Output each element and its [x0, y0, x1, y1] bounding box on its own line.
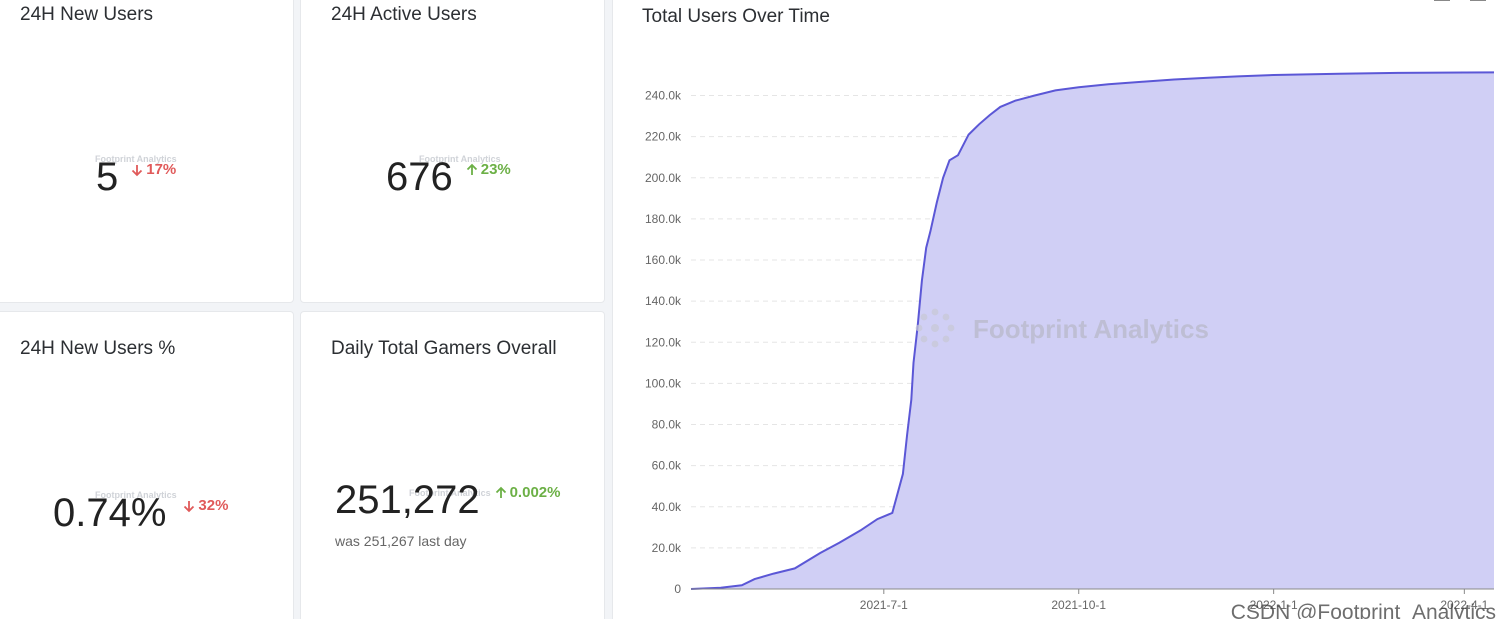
- card-title: 24H New Users %: [20, 338, 176, 359]
- metric-value: 676: [386, 155, 453, 199]
- y-tick-label: 200.0k: [645, 171, 682, 185]
- expand-icon[interactable]: [1470, 0, 1486, 1]
- change-badge: 17%: [130, 161, 176, 178]
- change-value: 0.002%: [509, 484, 561, 501]
- footprint-logo-icon: [915, 308, 955, 348]
- card-title: Daily Total Gamers Overall: [331, 338, 557, 359]
- x-tick-label: 2022-4-1: [1440, 598, 1488, 612]
- card-title: 24H New Users: [20, 4, 154, 25]
- watermark-text: Footprint Analytics: [973, 314, 1209, 344]
- chart-watermark: Footprint Analytics: [915, 308, 1209, 348]
- y-tick-label: 240.0k: [645, 89, 682, 103]
- watermark-logo: Footprint Analytics: [95, 490, 177, 500]
- x-tick-label: 2022-1-1: [1250, 598, 1298, 612]
- card-total-users-chart: Footprint Analytics 0 20.0k 40.0k 60.0k 80.0…: [612, 0, 1503, 619]
- watermark-logo: Footprint Analytics: [409, 488, 491, 498]
- card-daily-total-gamers: Daily Total Gamers Overall Footprint Ana…: [300, 311, 605, 619]
- area-fill: [691, 72, 1494, 589]
- arrow-up-icon: [466, 163, 477, 175]
- change-badge: 0.002%: [494, 484, 561, 501]
- watermark-logo: Footprint Analytics: [419, 154, 501, 164]
- total-users-chart: Footprint Analytics 0 20.0k 40.0k 60.0k 80.0…: [645, 71, 1495, 612]
- y-tick-label: 80.0k: [652, 418, 682, 432]
- card-24h-new-users-pct: 24H New Users % Footprint Analytics 0.74…: [0, 311, 294, 619]
- change-value: 32%: [198, 497, 229, 514]
- chart-series: [690, 71, 1495, 590]
- card-toolbar: [1434, 0, 1486, 1]
- chart-title: Total Users Over Time: [642, 6, 830, 27]
- change-value: 23%: [480, 161, 511, 178]
- arrow-down-icon: [184, 500, 195, 512]
- metric-24h-active-users: 676 23%: [386, 157, 511, 197]
- change-value: 17%: [146, 161, 177, 178]
- csdn-watermark: CSDN @Footprint_Analytics: [1230, 601, 1496, 619]
- card-24h-active-users: 24H Active Users Footprint Analytics 676…: [300, 0, 605, 303]
- y-tick-label: 220.0k: [645, 130, 682, 144]
- y-tick-label: 180.0k: [645, 212, 682, 226]
- y-tick-label: 160.0k: [645, 253, 682, 267]
- x-tick-label: 2021-7-1: [860, 598, 908, 612]
- chart-axes: 0 20.0k 40.0k 60.0k 80.0k 100.0k 120.0k 140.0k 1…: [645, 89, 1494, 612]
- metric-value: 0.74%: [53, 491, 167, 535]
- change-badge: 32%: [182, 497, 228, 514]
- download-icon[interactable]: [1434, 0, 1450, 1]
- arrow-up-icon: [495, 486, 506, 498]
- series-line: [690, 71, 1495, 590]
- y-tick-label: 40.0k: [652, 500, 682, 514]
- metric-value: 251,272: [335, 478, 480, 522]
- metric-24h-new-users-pct: 0.74% 32%: [53, 493, 228, 533]
- x-tick-label: 2021-10-1: [1051, 598, 1106, 612]
- y-tick-label: 100.0k: [645, 376, 682, 390]
- arrow-down-icon: [132, 164, 143, 176]
- previous-day-note: was 251,267 last day: [335, 533, 467, 549]
- change-badge: 23%: [465, 161, 511, 178]
- y-tick-label: 20.0k: [652, 541, 682, 555]
- watermark-logo: Footprint Analytics: [95, 154, 177, 164]
- card-24h-new-users: 24H New Users Footprint Analytics 5 17%: [0, 0, 294, 303]
- card-title: 24H Active Users: [331, 4, 477, 25]
- y-tick-label: 60.0k: [652, 459, 682, 473]
- y-tick-label: 0: [674, 582, 681, 596]
- metric-value: 5: [96, 155, 119, 199]
- y-tick-label: 140.0k: [645, 294, 682, 308]
- metric-24h-new-users: 5 17%: [96, 157, 176, 197]
- y-tick-label: 120.0k: [645, 335, 682, 349]
- metric-daily-total-gamers: 251,272 0.002%: [335, 480, 560, 520]
